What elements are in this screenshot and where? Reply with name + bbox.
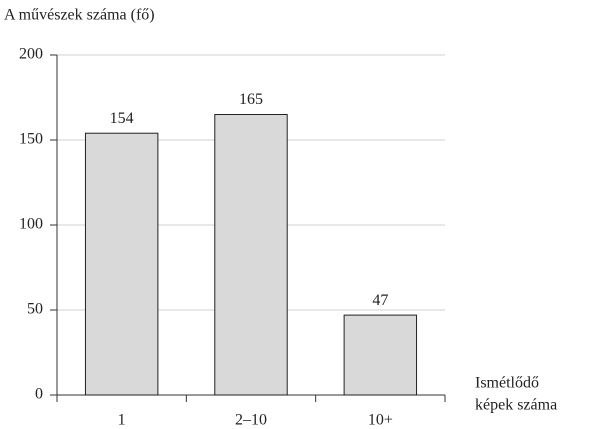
x-tick-label: 10+ xyxy=(368,412,393,429)
x-tick-label: 1 xyxy=(118,412,126,429)
y-tick-label: 0 xyxy=(35,386,43,403)
y-tick-label: 100 xyxy=(19,216,43,233)
x-tick-label: 2–10 xyxy=(235,412,267,429)
bar xyxy=(214,114,288,396)
bar xyxy=(343,314,418,396)
y-axis-label: A művészek száma (fő) xyxy=(4,7,155,24)
x-axis-label: képek száma xyxy=(475,397,557,414)
bar xyxy=(84,132,159,396)
y-tick-label: 200 xyxy=(19,46,43,63)
value-label: 47 xyxy=(372,292,388,309)
value-label: 154 xyxy=(110,110,134,127)
x-axis-label: Ismétlődő xyxy=(475,375,539,392)
value-label: 165 xyxy=(239,91,263,108)
y-tick-label: 50 xyxy=(27,301,43,318)
y-tick-label: 150 xyxy=(19,131,43,148)
